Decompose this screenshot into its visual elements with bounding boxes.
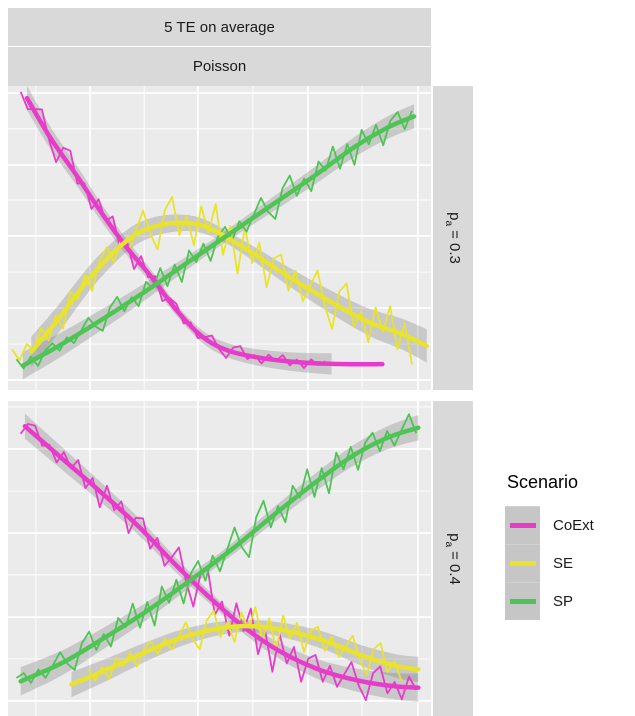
pa04-base: p xyxy=(446,532,463,541)
facet-strip-pa03-label: pa= 0.3 xyxy=(443,212,463,264)
legend-key-coext xyxy=(505,506,540,544)
pa03-value: = 0.3 xyxy=(446,230,463,264)
pa04-value: = 0.4 xyxy=(446,550,463,585)
facet-strip-poisson-label: Poisson xyxy=(192,58,247,75)
legend-key-se xyxy=(505,544,540,582)
facet-strip-te-average-label: 5 TE on average xyxy=(164,18,275,36)
legend-entry-se: SE xyxy=(505,544,633,582)
legend-entry-sp: SP xyxy=(505,582,633,620)
legend-label-se: SE xyxy=(553,554,574,572)
legend-label-coext: CoExt xyxy=(553,516,594,534)
pa04-sub: a xyxy=(443,540,454,547)
panel-plot-pa04 xyxy=(8,401,431,716)
facet-strip-pa04-label: pa = 0.4 xyxy=(443,533,463,585)
facet-strip-pa04: pa = 0.4 xyxy=(433,401,473,716)
facet-strip-te-average: 5 TE on average xyxy=(8,8,431,46)
pa03-sub: a xyxy=(443,220,454,227)
facet-strip-pa03: pa= 0.3 xyxy=(433,86,473,390)
facet-strip-poisson: Poisson xyxy=(8,47,431,86)
sp-line-swatch xyxy=(509,599,536,604)
se-line-swatch xyxy=(509,561,536,566)
coext-line-swatch xyxy=(509,523,536,528)
legend: Scenario CoExt SE SP xyxy=(505,472,633,620)
legend-key-sp xyxy=(505,582,540,620)
legend-title: Scenario xyxy=(507,472,579,492)
legend-label-sp: SP xyxy=(553,592,574,610)
legend-entry-coext: CoExt xyxy=(505,506,633,544)
panel-plot-pa03 xyxy=(8,86,431,390)
